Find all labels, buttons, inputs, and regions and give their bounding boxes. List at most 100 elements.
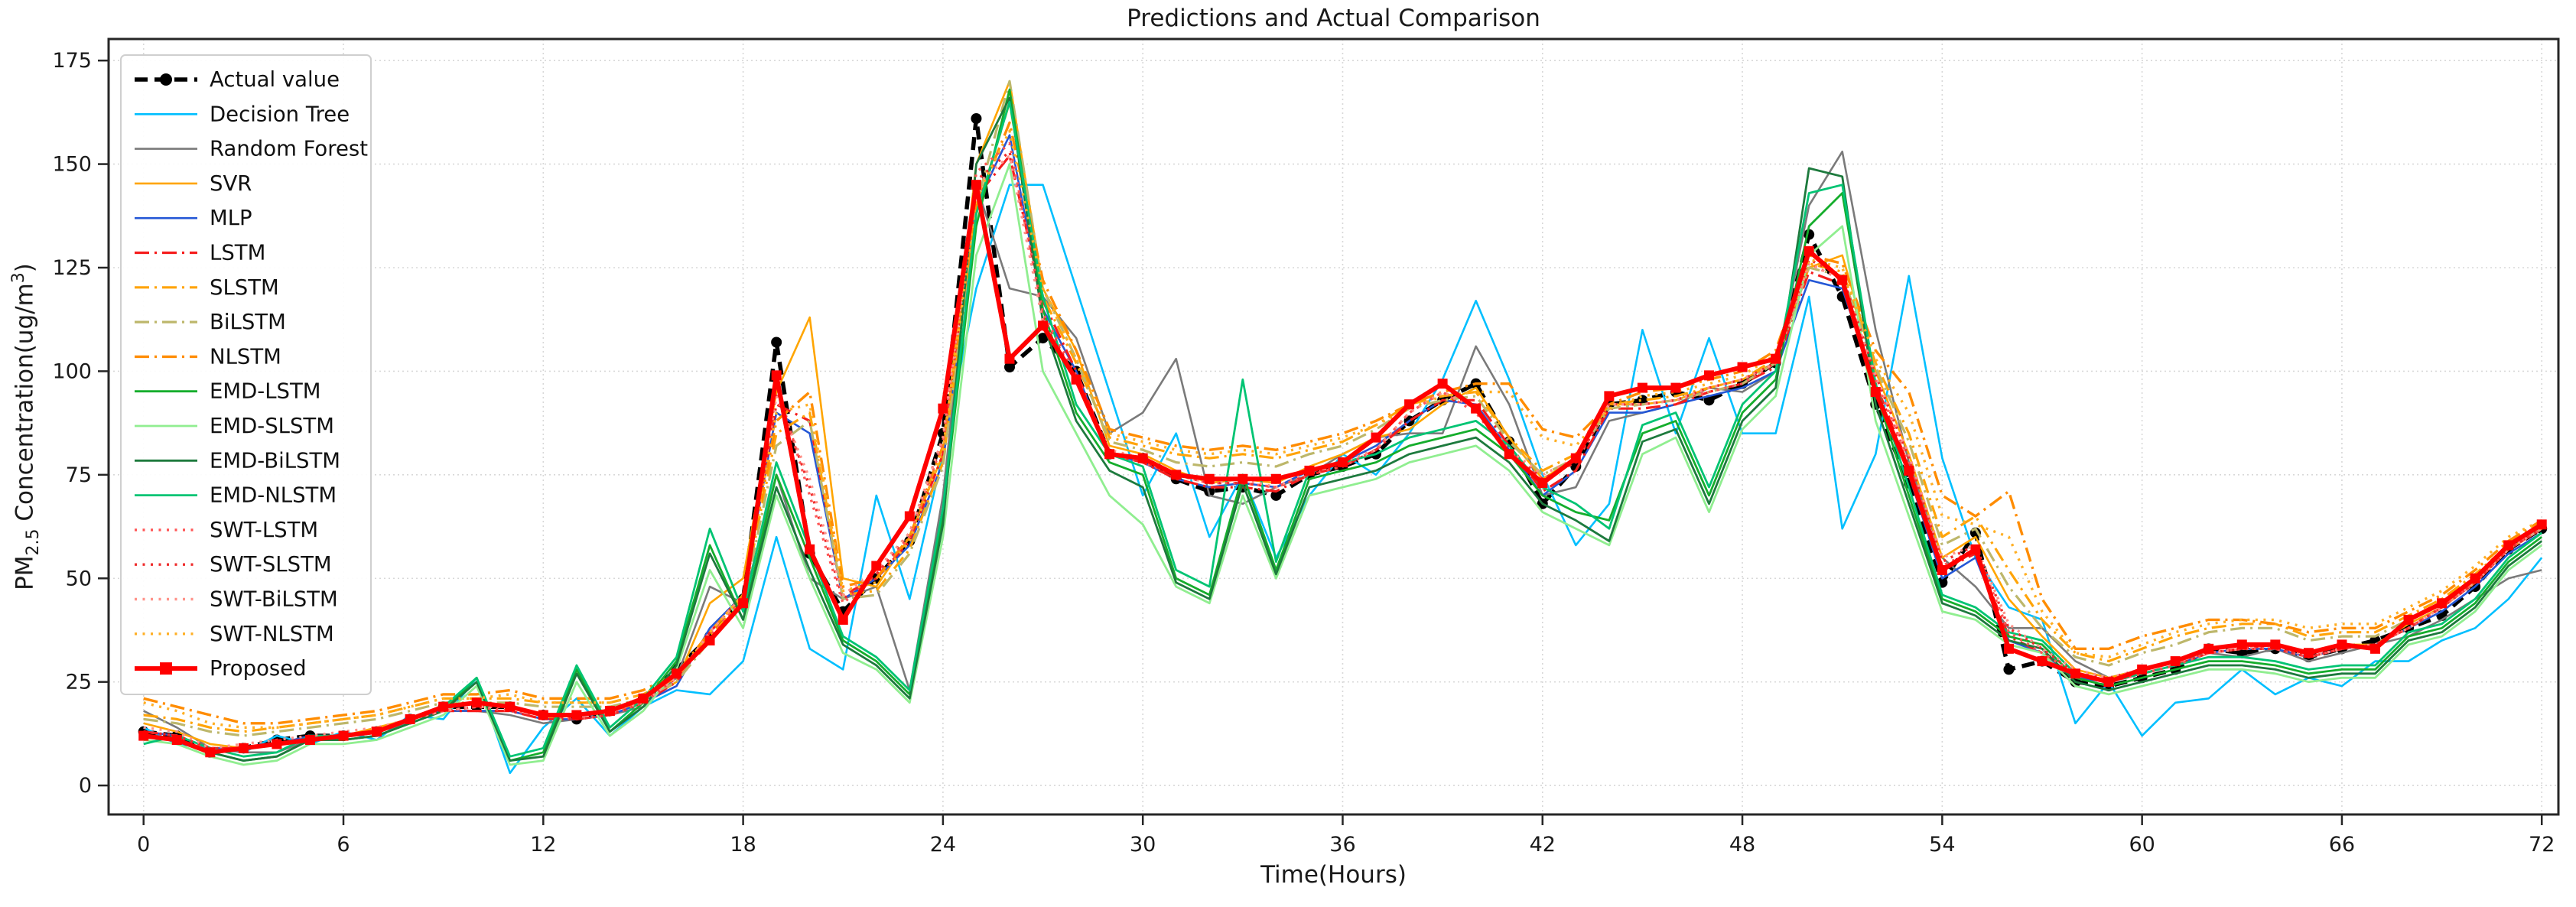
series-marker-square [938,403,948,414]
series-marker-square [1904,465,1914,476]
series-marker-square [2236,639,2247,650]
legend-item-emd-nlstm: EMD-NLSTM [135,483,337,508]
y-label-prefix: PM [11,555,39,590]
legend-item-swt-slstm: SWT-SLSTM [135,552,332,577]
legend-label: SVR [210,171,252,196]
legend-label: SWT-SLSTM [210,552,332,577]
series-marker-square [2070,668,2081,679]
series-marker-square [2503,540,2514,551]
series-marker-square [2137,664,2148,675]
series-marker-square [1937,564,1947,575]
series-line-bilstm [143,80,2543,737]
y-tick-label: 50 [66,567,92,590]
legend-item-actual-value: Actual value [135,67,340,92]
legend-label: SLSTM [210,275,279,300]
series-marker-square [1404,399,1415,410]
x-tick-label: 18 [730,833,756,857]
legend-item-emd-slstm: EMD-SLSTM [135,414,334,438]
series-marker-square [738,598,749,609]
y-tick-label: 150 [52,153,92,177]
series-marker-square [171,735,182,745]
legend-label: EMD-BiLSTM [210,448,340,473]
series-marker-square [1004,353,1015,364]
series-marker-circle [2003,664,2015,675]
legend-item-swt-nlstm: SWT-NLSTM [135,622,334,646]
legend-item-nlstm: NLSTM [135,344,281,369]
series-marker-square [672,668,682,679]
y-tick-label: 100 [52,359,92,383]
series-marker-square [904,511,915,522]
series-marker-square [505,701,516,712]
series-marker-square [2369,643,2380,654]
series-marker-square [272,739,282,749]
series-marker-square [1804,245,1814,256]
series-line-nlstm [143,121,2543,725]
series-marker-square [1071,374,1081,385]
legend-label: Actual value [210,67,340,92]
series-marker-square [538,710,548,720]
series-marker-square [1171,470,1182,480]
series-marker-square [1637,382,1647,393]
legend-item-slstm: SLSTM [135,275,279,300]
series-marker-circle [1037,333,1049,344]
legend-label: LSTM [210,241,265,265]
legend-label: SWT-LSTM [210,518,318,542]
series-marker-square [1238,473,1248,484]
series-marker-square [471,697,482,708]
legend-item-bilstm: BiLSTM [135,310,286,334]
y-tick-label: 25 [66,671,92,694]
x-tick-label: 48 [1729,833,1755,857]
series-marker-square [1670,382,1681,393]
x-tick-label: 72 [2529,833,2555,857]
legend-label: EMD-SLSTM [210,414,334,438]
series-marker-square [2170,656,2181,667]
legend-label: BiLSTM [210,310,286,334]
legend-label: EMD-LSTM [210,379,321,404]
series-marker-square [638,693,649,704]
x-axis-label: Time(Hours) [1260,861,1407,889]
series-marker-circle [771,336,782,348]
y-label-subscript: 2.5 [23,528,43,556]
x-tick-label: 30 [1130,833,1156,857]
series-marker-circle [971,113,982,124]
series-line-emd-lstm [143,88,2543,762]
x-tick-label: 36 [1329,833,1355,857]
y-tick-label: 125 [52,256,92,280]
x-tick-label: 6 [337,833,350,857]
series-marker-square [2103,677,2114,688]
legend-label: EMD-NLSTM [210,483,337,508]
legend-label: Random Forest [210,137,368,161]
series-marker-square [838,614,848,625]
legend-item-swt-bilstm: SWT-BiLSTM [135,587,338,612]
legend-item-swt-lstm: SWT-LSTM [135,518,318,542]
series-marker-square [205,747,216,758]
series-marker-square [2437,598,2448,609]
legend-sample-marker [160,73,172,86]
series-line-emd-bilstm [143,96,2543,762]
series-marker-square [971,180,981,190]
legend-item-random-forest: Random Forest [135,137,368,161]
legend-item-lstm: LSTM [135,241,265,265]
x-tick-label: 42 [1530,833,1556,857]
series-marker-square [704,636,715,645]
y-tick-label: 75 [66,463,92,487]
series-marker-square [1604,391,1615,401]
legend-item-svr: SVR [135,171,252,196]
y-label-suffix: ) [11,263,39,273]
series-marker-square [2037,656,2047,667]
x-tick-label: 12 [530,833,556,857]
series-marker-square [372,727,382,737]
legend-item-proposed: Proposed [135,656,307,681]
series-marker-square [405,714,415,724]
y-tick-label: 175 [52,49,92,73]
series-marker-square [1437,379,1448,389]
series-marker-square [1570,453,1581,463]
legend-item-decision-tree: Decision Tree [135,102,350,126]
x-tick-label: 24 [930,833,956,857]
series-marker-square [2470,573,2480,584]
legend-item-emd-bilstm: EMD-BiLSTM [135,448,340,473]
series-marker-square [1870,387,1881,397]
legend-label: SWT-BiLSTM [210,587,338,612]
